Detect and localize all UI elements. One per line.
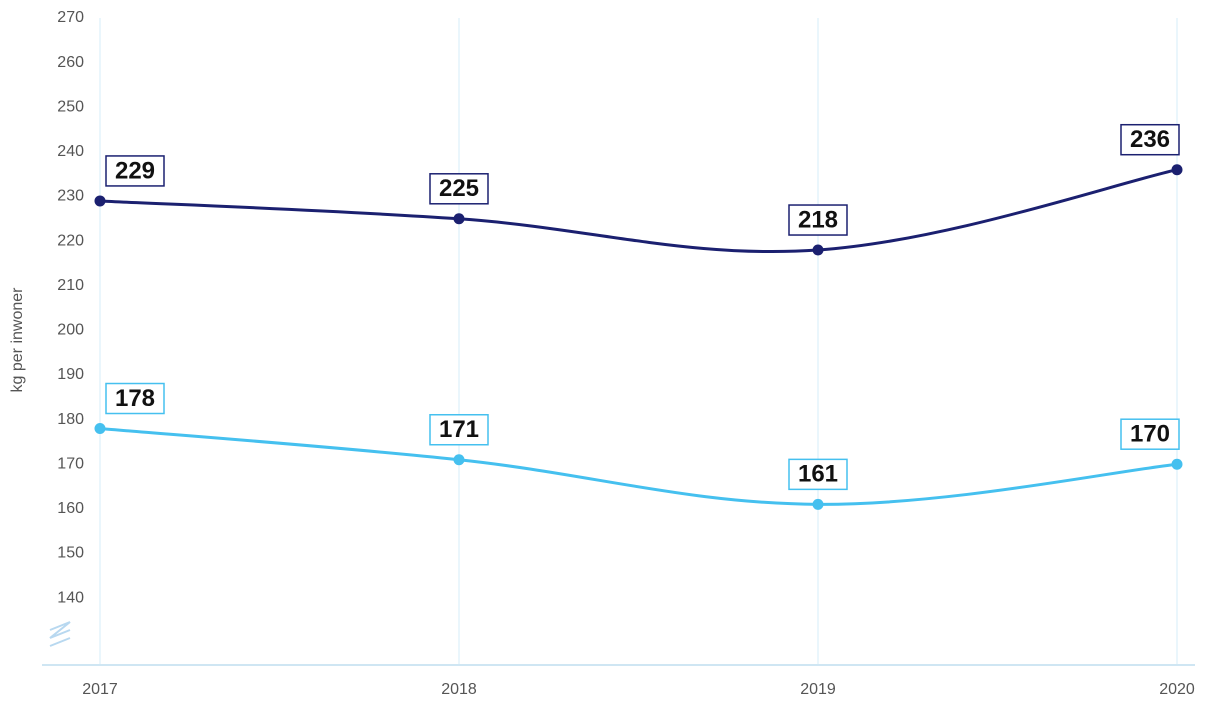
- y-tick-label: 190: [57, 366, 84, 383]
- value-label: 225: [439, 175, 479, 202]
- point: [1171, 458, 1183, 470]
- y-tick-label: 180: [57, 411, 84, 428]
- value-label-box: [429, 173, 489, 205]
- point: [812, 498, 824, 510]
- y-tick-label: 270: [57, 9, 84, 26]
- value-label: 170: [1130, 421, 1170, 448]
- y-tick-label: 160: [57, 500, 84, 517]
- y-tick-label: 250: [57, 98, 84, 115]
- y-tick-label: 210: [57, 277, 84, 294]
- y-axis-label: kg per inwoner: [9, 287, 26, 393]
- y-tick-label: 170: [57, 455, 84, 472]
- y-tick-label: 260: [57, 54, 84, 71]
- value-label-box: [429, 413, 489, 446]
- value-label: 236: [1130, 126, 1170, 153]
- y-tick-label: 220: [57, 232, 84, 249]
- point: [453, 213, 465, 225]
- y-tick-label: 230: [57, 188, 84, 205]
- y-tick-label: 150: [57, 545, 84, 562]
- value-label: 218: [798, 206, 838, 233]
- point: [453, 454, 465, 466]
- series-line: [99, 168, 1178, 254]
- point: [812, 244, 824, 256]
- value-label: 229: [115, 157, 155, 184]
- y-tick-label: 140: [57, 589, 84, 606]
- x-tick-label: 2018: [441, 681, 477, 698]
- value-label-box: [788, 204, 848, 236]
- x-tick-label: 2019: [800, 681, 836, 698]
- value-label-box: [788, 458, 848, 491]
- x-tick-label: 2020: [1159, 681, 1195, 698]
- y-tick-label: 240: [57, 143, 84, 160]
- y-tick-label: 200: [57, 322, 84, 339]
- value-label-box: [105, 155, 165, 187]
- value-label: 171: [439, 416, 479, 443]
- value-label-box: [1120, 123, 1180, 156]
- point: [94, 423, 106, 435]
- axis-break: [49, 621, 71, 647]
- value-label-box: [105, 382, 165, 415]
- value-label: 161: [798, 461, 838, 488]
- point: [94, 195, 106, 207]
- series-line: [99, 427, 1178, 506]
- x-tick-label: 2017: [82, 681, 118, 698]
- value-label-box: [1120, 418, 1180, 450]
- point: [1171, 164, 1183, 176]
- value-label: 178: [115, 385, 155, 412]
